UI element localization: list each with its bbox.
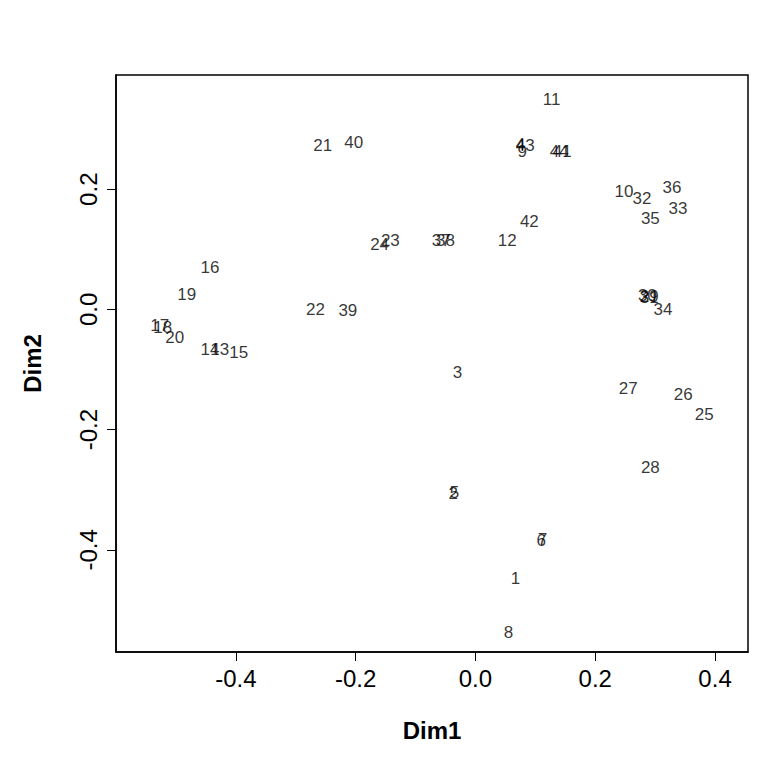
svg-text:0.2: 0.2	[75, 173, 102, 206]
svg-text:13: 13	[210, 340, 230, 360]
svg-text:5: 5	[450, 483, 459, 502]
svg-text:31: 31	[639, 287, 659, 307]
svg-text:3: 3	[453, 363, 462, 382]
svg-text:0.4: 0.4	[698, 665, 731, 692]
svg-text:40: 40	[344, 133, 363, 152]
svg-text:11: 11	[543, 90, 561, 109]
svg-text:1: 1	[511, 569, 520, 588]
svg-text:44: 44	[550, 142, 569, 161]
svg-text:20: 20	[165, 328, 184, 347]
svg-text:15: 15	[229, 343, 248, 362]
svg-text:7: 7	[538, 530, 547, 549]
svg-text:-0.4: -0.4	[75, 529, 102, 570]
svg-text:18: 18	[153, 317, 173, 337]
svg-text:26: 26	[674, 385, 693, 404]
svg-text:22: 22	[306, 300, 325, 319]
svg-text:14: 14	[201, 340, 220, 359]
svg-text:Dim1: Dim1	[403, 717, 462, 744]
svg-text:28: 28	[641, 458, 660, 477]
svg-text:-0.4: -0.4	[215, 665, 256, 692]
svg-text:23: 23	[380, 230, 400, 250]
svg-text:38: 38	[436, 231, 455, 250]
svg-text:24: 24	[370, 235, 389, 254]
svg-text:8: 8	[504, 623, 513, 642]
svg-text:33: 33	[668, 199, 687, 218]
svg-text:43: 43	[516, 136, 535, 155]
svg-text:32: 32	[633, 189, 652, 208]
svg-text:Dim2: Dim2	[19, 334, 46, 393]
svg-text:0.0: 0.0	[75, 293, 102, 326]
svg-text:-0.2: -0.2	[335, 665, 376, 692]
svg-text:39: 39	[338, 301, 357, 320]
svg-text:21: 21	[313, 136, 332, 155]
svg-text:16: 16	[201, 258, 220, 277]
svg-text:19: 19	[177, 285, 196, 304]
svg-text:12: 12	[498, 231, 517, 250]
svg-text:36: 36	[662, 178, 681, 197]
svg-text:35: 35	[641, 209, 660, 228]
svg-text:0.0: 0.0	[459, 665, 492, 692]
svg-text:25: 25	[695, 405, 714, 424]
svg-text:27: 27	[619, 379, 638, 398]
svg-text:10: 10	[615, 182, 634, 201]
svg-text:-0.2: -0.2	[75, 409, 102, 450]
svg-text:0.2: 0.2	[579, 665, 612, 692]
svg-text:42: 42	[520, 212, 539, 231]
svg-text:34: 34	[653, 300, 672, 319]
